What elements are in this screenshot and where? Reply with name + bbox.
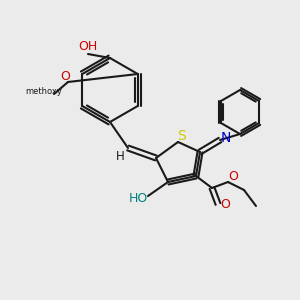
- Text: HO: HO: [128, 191, 148, 205]
- Text: O: O: [220, 197, 230, 211]
- Text: O: O: [60, 70, 70, 83]
- Text: S: S: [178, 129, 186, 143]
- Text: N: N: [221, 131, 231, 145]
- Text: OH: OH: [78, 40, 98, 52]
- Text: methoxy: methoxy: [26, 88, 62, 97]
- Text: O: O: [228, 170, 238, 184]
- Text: H: H: [116, 149, 124, 163]
